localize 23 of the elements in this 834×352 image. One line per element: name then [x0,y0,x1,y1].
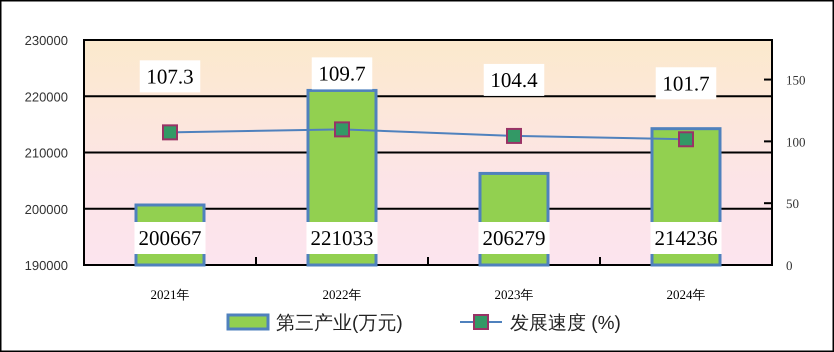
y-tick-label: 210000 [24,146,68,160]
data-label: 109.7 [318,61,366,86]
y-tick-label: 220000 [24,89,68,104]
x-tick-label: 2024年 [666,287,706,302]
data-label: 104.4 [490,68,538,92]
y2-tick-label: 150 [786,72,806,88]
y2-tick-label: 100 [786,134,806,150]
data-label: 221033 [310,226,374,250]
x-tick-label: 2022年 [322,287,362,302]
legend-label: 第三产业(万元) [276,313,403,334]
data-label: 206279 [482,226,546,250]
x-tick-label: 2021年 [150,287,190,302]
data-label: 214236 [654,226,718,250]
y2-tick-label: 0 [786,258,792,273]
y2-tick-label: 50 [786,196,799,212]
y-tick-label: 190000 [24,258,68,273]
y-tick-label: 230000 [24,33,68,48]
x-tick-label: 2023年 [494,287,534,302]
data-label: 107.3 [146,64,194,88]
data-label: 200667 [138,226,202,250]
data-label: 101.7 [662,71,710,96]
legend-label: 发展速度 (%) [510,312,621,334]
y-tick-label: 200000 [24,202,68,217]
